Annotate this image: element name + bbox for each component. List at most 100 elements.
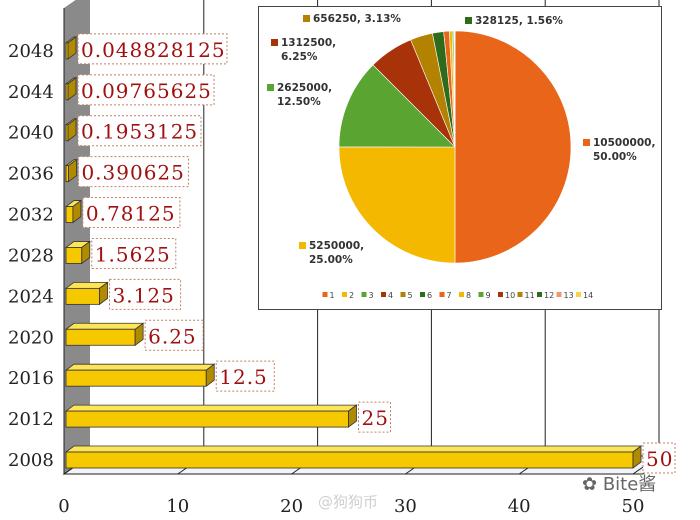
data-label: 0.390625 <box>81 161 184 185</box>
y-tick-label: 2032 <box>8 205 54 226</box>
legend-label: 2 <box>349 291 354 300</box>
legend-swatch <box>517 292 523 297</box>
pie-label-marker <box>583 139 590 146</box>
data-label: 25 <box>362 406 389 430</box>
legend-swatch <box>361 292 367 297</box>
y-tick-label: 2020 <box>8 327 54 348</box>
pie-chart-panel: 10500000, 50.00% 5250000, 25.00% 2625000, 12.… <box>258 6 662 310</box>
legend-label: 8 <box>466 291 471 300</box>
bar-front <box>65 247 83 264</box>
bar-top <box>64 363 216 371</box>
pie-data-label: 2625000, 12.50% <box>267 82 332 108</box>
data-label-box <box>642 442 676 474</box>
data-label: 0.78125 <box>86 202 176 226</box>
bar-2008 <box>64 445 643 469</box>
bar-2012 <box>64 404 358 428</box>
logo: ✿ Bite酱 <box>582 470 656 496</box>
data-label: 0.048828125 <box>81 38 226 62</box>
legend-item-9: 9 <box>478 291 491 300</box>
x-tick-label: 30 <box>394 496 417 517</box>
bar-side <box>348 404 357 428</box>
bar-side <box>632 445 642 469</box>
logo-icon: ✿ <box>582 474 598 495</box>
pie-data-label: 10500000, 50.00% <box>583 137 655 163</box>
bar-2032 <box>64 199 83 224</box>
pie-label-text: 25.00% <box>309 254 353 266</box>
legend-label: 9 <box>486 291 491 300</box>
legend-swatch <box>439 292 445 297</box>
legend-item-6: 6 <box>420 291 432 300</box>
pie-legend: 1 2 3 4 5 6 7 8 9 10 11 12 13 14 <box>322 291 593 300</box>
data-label-box <box>77 74 215 106</box>
bar-front <box>65 410 349 428</box>
legend-swatch <box>459 292 464 297</box>
x-tick-label: 40 <box>508 496 531 517</box>
bar-side <box>67 36 77 60</box>
legend-label: 7 <box>447 291 452 300</box>
x-tick-label: 0 <box>58 496 69 517</box>
y-tick-label: 2048 <box>8 41 54 62</box>
bar-top <box>64 445 643 453</box>
data-label-box <box>77 156 189 188</box>
data-label: 6.25 <box>148 324 197 348</box>
data-label-box <box>77 33 228 65</box>
watermark: @狗狗币 <box>318 493 379 511</box>
legend-label: 4 <box>388 291 393 300</box>
pie-label-text: 6.25% <box>281 51 318 63</box>
bar-front <box>65 287 100 305</box>
data-label: 0.09765625 <box>81 79 212 103</box>
legend-item-7: 7 <box>439 291 452 300</box>
pie-slice-1 <box>454 30 572 264</box>
pie-label-text: 328125, 1.56% <box>475 15 563 27</box>
chart-wall <box>64 0 90 474</box>
pie-data-label: 5250000, 25.00% <box>299 240 364 266</box>
bar-side <box>99 281 108 306</box>
data-label-box <box>91 237 177 269</box>
logo-text: Bite酱 <box>602 474 657 495</box>
bar-2040 <box>64 117 78 142</box>
data-label-box <box>144 319 204 351</box>
bar-2048 <box>64 36 78 60</box>
pie-label-text: 5250000, <box>309 240 364 252</box>
pie-label-marker <box>303 15 310 22</box>
x-tick-label: 10 <box>166 496 189 517</box>
pie-data-label: 656250, 3.13% <box>303 13 401 25</box>
legend-swatch <box>478 292 484 297</box>
legend-swatch <box>381 292 386 297</box>
legend-swatch <box>400 292 406 297</box>
y-tick-label: 2016 <box>8 368 54 389</box>
pie-slice-2 <box>338 146 456 264</box>
data-label: 12.5 <box>219 365 268 389</box>
pie-label-marker <box>267 84 274 91</box>
legend-swatch <box>342 292 347 297</box>
legend-label: 13 <box>564 291 574 300</box>
pie-label-text: 10500000, <box>593 137 655 149</box>
data-label-box <box>77 115 202 147</box>
pie-label-marker <box>271 39 278 46</box>
legend-item-3: 3 <box>361 291 374 300</box>
bar-front <box>65 328 136 346</box>
data-label-box <box>358 401 391 433</box>
x-tick-label: 20 <box>280 496 303 517</box>
pie-label-marker <box>465 17 472 24</box>
legend-item-8: 8 <box>459 291 471 300</box>
legend-swatch <box>537 292 542 297</box>
y-tick-label: 2040 <box>8 123 54 144</box>
x-tick-label: 50 <box>622 496 645 517</box>
legend-item-13: 13 <box>556 291 574 300</box>
legend-label: 6 <box>427 291 432 300</box>
legend-label: 3 <box>369 291 374 300</box>
bar-2020 <box>64 322 145 347</box>
legend-item-1: 1 <box>322 291 335 300</box>
bar-2036 <box>64 158 78 183</box>
legend-label: 1 <box>330 291 335 300</box>
data-label-box <box>215 360 275 392</box>
y-tick-label: 2044 <box>8 82 54 103</box>
legend-label: 11 <box>525 291 535 300</box>
pie-label-text: 1312500, <box>281 37 336 49</box>
y-tick-label: 2024 <box>8 286 54 307</box>
legend-item-14: 14 <box>576 291 593 300</box>
bar-2028 <box>64 240 91 265</box>
bar-side <box>134 322 144 347</box>
